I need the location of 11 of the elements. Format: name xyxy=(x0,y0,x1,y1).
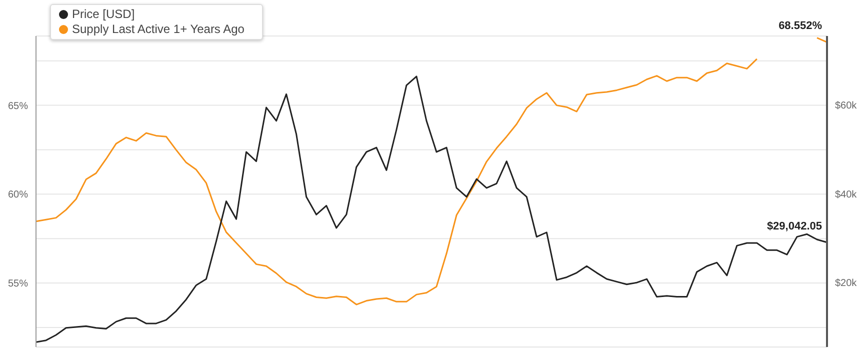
data-label: 68.552% xyxy=(778,20,822,32)
y-tick-label: 65% xyxy=(8,100,28,112)
y2-tick-label: $20k xyxy=(835,278,857,290)
line-series xyxy=(35,76,828,343)
y-tick-label: 60% xyxy=(8,190,28,201)
legend-label: Supply Last Active 1+ Years Ago xyxy=(72,22,244,36)
y2-tick-label: $60k xyxy=(835,100,857,112)
y-tick-label: 55% xyxy=(8,278,28,290)
data-label: $29,042.05 xyxy=(766,220,822,232)
legend-label: Price [USD] xyxy=(72,7,135,21)
y2-tick-label: $40k xyxy=(835,189,857,200)
